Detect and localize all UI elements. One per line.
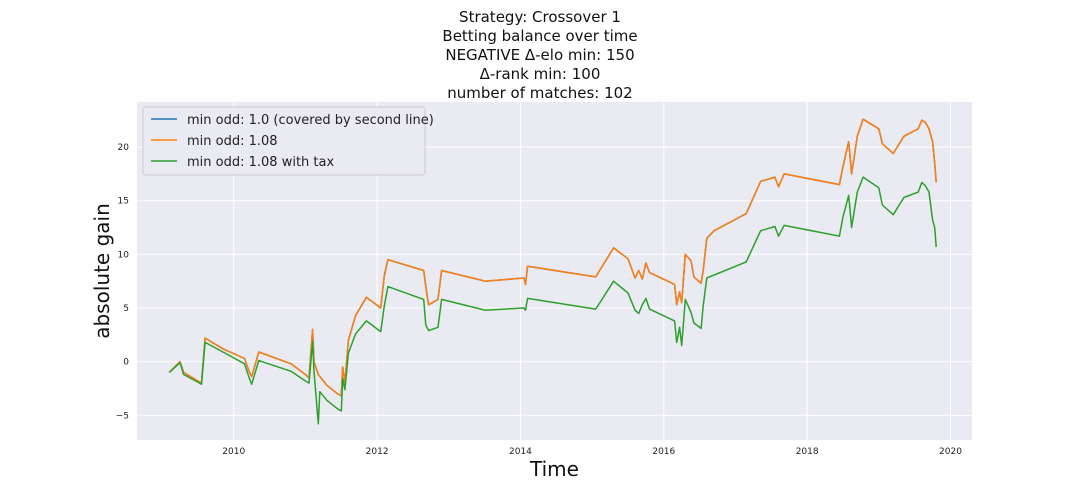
y-tick-label: 0	[123, 358, 129, 368]
legend-box	[142, 106, 426, 176]
x-tick-label: 2012	[366, 447, 389, 457]
x-tick-label: 2020	[939, 447, 962, 457]
x-tick-labels: 2010 2012 2014 2016 2018 2020	[222, 447, 962, 457]
y-axis-label: absolute gain	[90, 203, 114, 339]
x-tick-label: 2014	[509, 447, 532, 457]
x-tick-label: 2016	[652, 447, 675, 457]
title-line-3: NEGATIVE Δ-elo min: 150	[445, 46, 635, 64]
legend-label-series-3: min odd: 1.08 with tax	[187, 155, 334, 170]
title-line-4: Δ-rank min: 100	[479, 65, 601, 83]
y-tick-label: −5	[116, 411, 129, 421]
y-tick-label: 15	[118, 197, 129, 207]
x-axis-label: Time	[529, 457, 579, 481]
title-line-1: Strategy: Crossover 1	[459, 8, 621, 26]
title-line-2: Betting balance over time	[442, 27, 638, 45]
y-tick-label: 10	[118, 250, 130, 260]
legend-label-series-1: min odd: 1.0 (covered by second line)	[187, 113, 434, 128]
y-tick-label: 20	[118, 143, 130, 153]
legend: min odd: 1.0 (covered by second line) mi…	[142, 106, 434, 176]
x-tick-label: 2010	[222, 447, 245, 457]
series-lines	[168, 118, 937, 425]
series-line-3	[168, 176, 937, 425]
legend-label-series-2: min odd: 1.08	[187, 134, 278, 149]
chart-title: Strategy: Crossover 1 Betting balance ov…	[0, 8, 1080, 103]
title-line-5: number of matches: 102	[447, 84, 633, 102]
y-tick-label: 5	[123, 304, 129, 314]
x-tick-label: 2018	[796, 447, 819, 457]
y-tick-labels: −5 0 5 10 15 20	[116, 143, 130, 421]
